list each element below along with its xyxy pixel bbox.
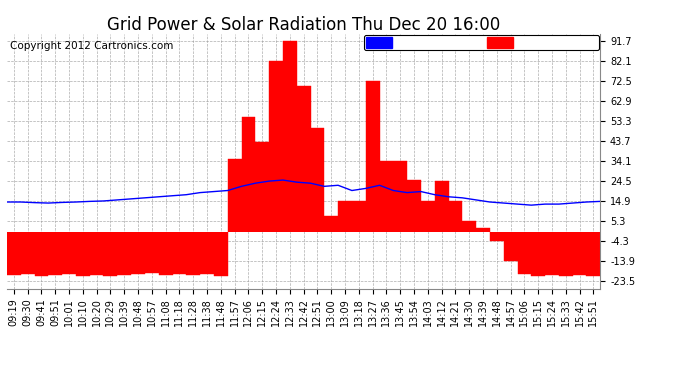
Title: Grid Power & Solar Radiation Thu Dec 20 16:00: Grid Power & Solar Radiation Thu Dec 20 … — [107, 16, 500, 34]
Legend: Radiation (w/m2), Grid (AC Watts): Radiation (w/m2), Grid (AC Watts) — [364, 35, 599, 50]
Text: Copyright 2012 Cartronics.com: Copyright 2012 Cartronics.com — [10, 41, 173, 51]
